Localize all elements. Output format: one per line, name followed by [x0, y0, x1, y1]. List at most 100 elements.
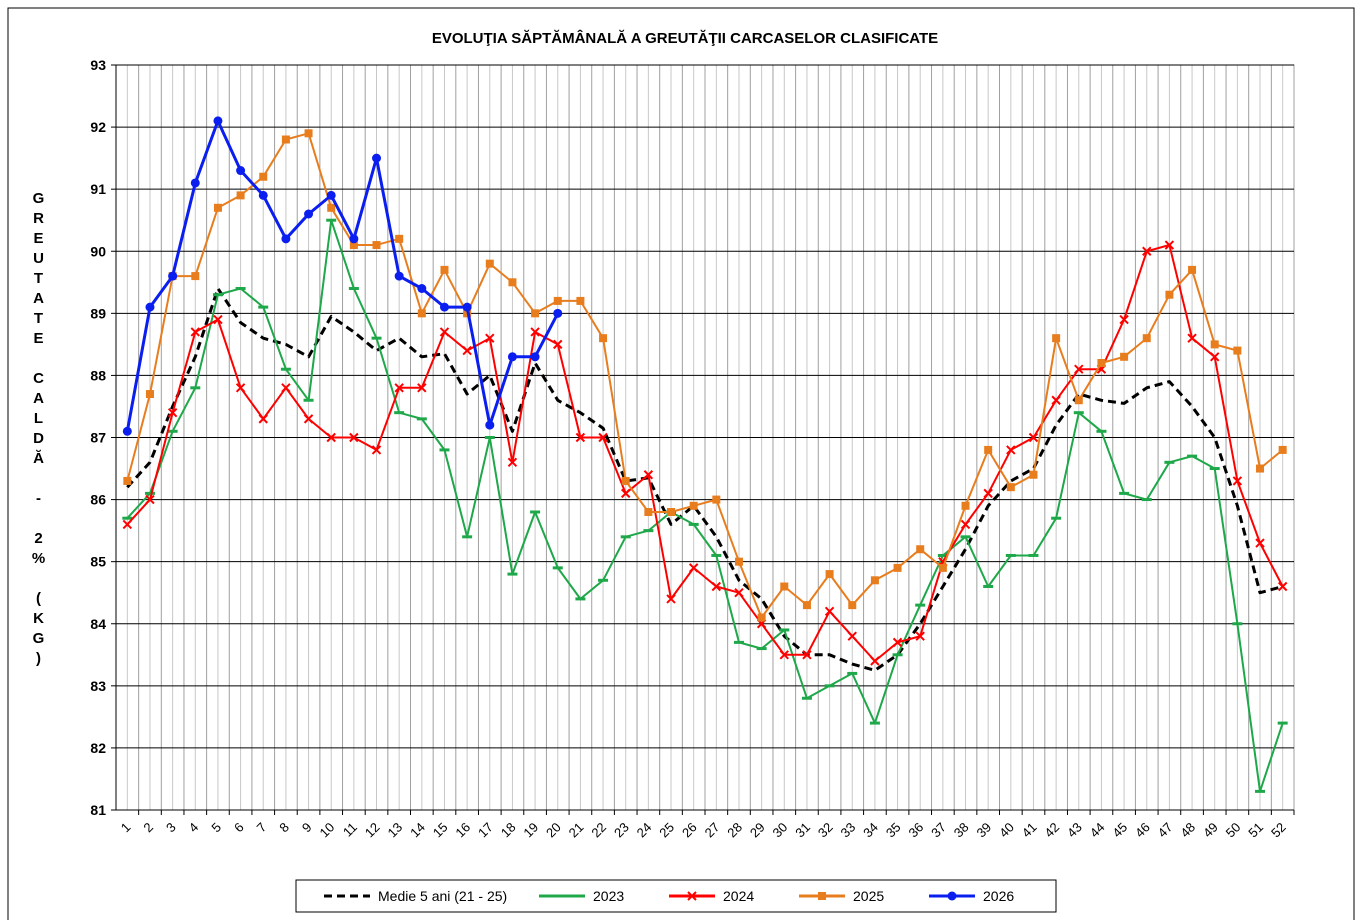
x-tick-label: 37 [928, 820, 949, 841]
marker [644, 508, 653, 516]
x-tick-label: 33 [838, 820, 859, 841]
x-tick-label: 5 [208, 820, 224, 836]
marker [439, 302, 449, 312]
marker [711, 581, 722, 592]
x-tick-label: 21 [566, 820, 587, 841]
x-tick-label: 34 [860, 820, 881, 841]
marker [145, 390, 154, 399]
marker [213, 116, 223, 126]
marker [235, 383, 246, 393]
x-tick-label: 3 [163, 820, 179, 836]
legend: Medie 5 ani (21 - 25) 2023 2024 2025 2026 [295, 879, 1057, 913]
x-tick-label: 10 [316, 820, 337, 841]
marker [734, 557, 743, 566]
marker [1210, 352, 1220, 362]
marker [349, 432, 359, 443]
marker [1187, 333, 1197, 343]
marker [440, 265, 449, 274]
x-tick-label: 38 [951, 820, 972, 841]
legend-marker [947, 891, 957, 901]
y-tick-label: 92 [90, 119, 106, 135]
legend-label: 2023 [593, 888, 624, 904]
marker [326, 432, 336, 443]
marker [847, 631, 857, 641]
series-line [126, 132, 1284, 619]
x-tick-label: 50 [1223, 820, 1244, 841]
chart-title: EVOLUŢIA SĂPTĂMÂNALĂ A GREUTĂŢII CARCASE… [432, 29, 938, 47]
x-tick-label: 6 [231, 820, 247, 836]
marker [349, 234, 359, 244]
marker [983, 488, 993, 499]
series-line [126, 287, 1284, 672]
marker [553, 308, 563, 318]
marker [122, 426, 132, 436]
y-tick-label: 89 [90, 305, 106, 321]
x-tick-label: 43 [1064, 820, 1085, 841]
marker [281, 135, 290, 144]
y-tick-label: 91 [90, 181, 106, 197]
x-tick-label: 52 [1268, 820, 1289, 841]
marker [553, 296, 562, 305]
marker [372, 153, 382, 163]
y-tick-label: 84 [90, 616, 106, 632]
x-tick-label: 7 [254, 820, 270, 836]
legend-label: 2024 [723, 888, 754, 904]
marker [938, 563, 947, 572]
marker [372, 241, 381, 250]
marker [281, 234, 291, 244]
marker [304, 209, 314, 219]
chart-border [7, 7, 1355, 920]
marker [507, 352, 517, 362]
marker [984, 445, 993, 454]
marker [531, 309, 540, 318]
marker [190, 327, 200, 337]
marker [621, 476, 630, 485]
marker [326, 190, 336, 200]
marker [304, 129, 313, 138]
x-tick-label: 15 [430, 820, 451, 841]
marker [1142, 246, 1152, 256]
marker [1142, 334, 1151, 343]
marker [1256, 464, 1265, 473]
x-tick-label: 31 [792, 820, 813, 841]
marker [417, 309, 426, 318]
y-tick-label: 85 [90, 554, 106, 570]
marker [327, 203, 336, 212]
marker [892, 637, 903, 648]
marker [258, 190, 268, 200]
marker [462, 302, 472, 312]
marker [236, 166, 246, 176]
marker [1232, 476, 1243, 486]
marker [893, 563, 902, 572]
marker [1074, 396, 1083, 405]
marker [145, 302, 155, 312]
marker [553, 339, 563, 350]
y-tick-label: 83 [90, 678, 106, 694]
x-tick-label: 40 [996, 820, 1017, 841]
marker [779, 650, 789, 660]
marker [666, 594, 676, 604]
x-tick-label: 26 [679, 820, 700, 841]
x-tick-label: 11 [340, 820, 360, 840]
marker [1119, 314, 1129, 325]
x-tick-label: 30 [770, 820, 791, 841]
marker [349, 241, 358, 250]
marker [530, 327, 540, 337]
marker [576, 296, 585, 305]
marker [1233, 346, 1242, 355]
legend-label: 2026 [983, 888, 1014, 904]
marker [1051, 395, 1061, 405]
x-tick-label: 48 [1177, 820, 1198, 841]
marker [870, 576, 879, 585]
marker [1255, 538, 1265, 548]
marker [167, 407, 178, 418]
x-tick-label: 35 [883, 820, 904, 841]
marker [485, 333, 495, 343]
x-tick-label: 28 [724, 820, 745, 841]
x-tick-label: 23 [611, 820, 632, 841]
marker [1028, 432, 1039, 443]
marker [870, 656, 880, 666]
marker [168, 271, 178, 281]
x-tick-label: 24 [634, 820, 655, 841]
